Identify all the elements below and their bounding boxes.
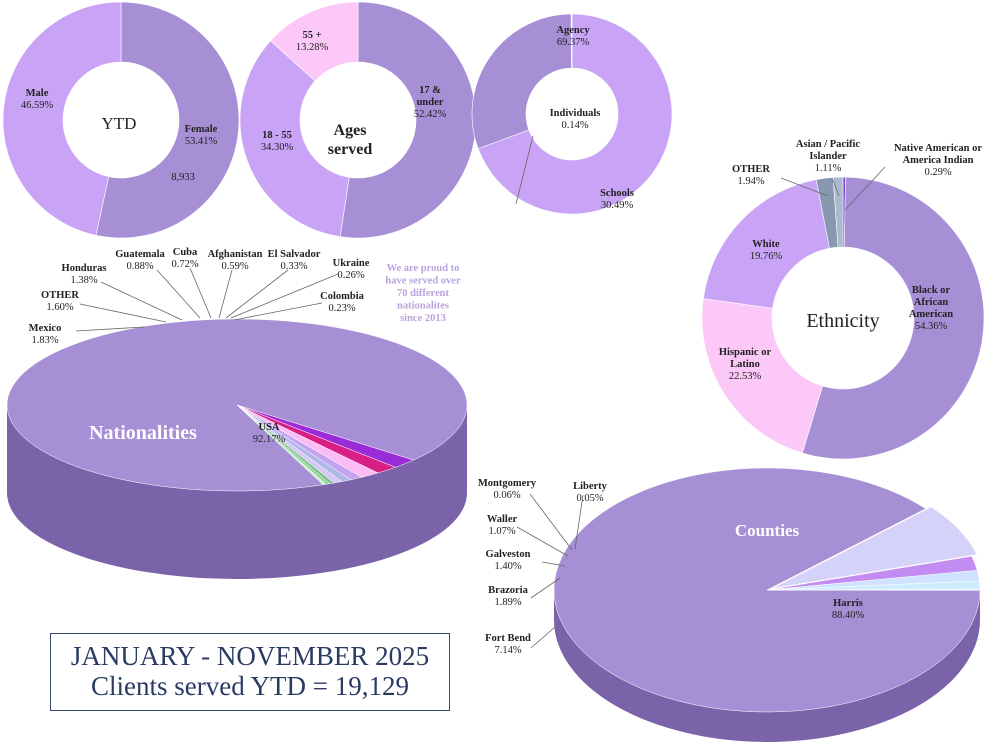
summary-clients-total: Clients served YTD = 19,129	[91, 671, 409, 701]
ages-donut-center-label: Ages served	[328, 122, 373, 158]
nationalities-center-label: Nationalities	[89, 422, 197, 444]
label-galveston: Galveston 1.40%	[486, 549, 531, 572]
leader-asian	[832, 179, 840, 197]
label-afghanistan: Afghanistan 0.59%	[208, 249, 263, 272]
leader-fort-bend	[530, 626, 556, 649]
label-male: Male 46.59%	[21, 88, 54, 111]
slice-hispanic-or-latino	[701, 298, 823, 454]
label-55-plus: 55 +13.28%	[296, 30, 329, 53]
leader-cuba	[189, 267, 212, 319]
label-schools: Schools 30.49%	[600, 188, 634, 211]
label-honduras: Honduras 1.38%	[62, 263, 107, 286]
label-hispanic-latino: Hispanic or Latino 22.53%	[719, 347, 772, 382]
proud-nationalities-note: We are proud to have served over 70 differ…	[385, 263, 461, 324]
leader-native-american	[844, 166, 886, 211]
leader-montgomery	[529, 493, 573, 551]
label-agency: Agency 69.37%	[556, 25, 590, 48]
label-individuals: Individuals 0.14%	[550, 108, 601, 131]
client-type-donut	[471, 13, 673, 215]
label-harris: Harris 88.40%	[832, 598, 865, 621]
label-mexico: Mexico 1.83%	[29, 323, 62, 346]
slice-male	[2, 1, 122, 236]
slice-individuals	[570, 13, 573, 69]
nationalities-3d-pie	[6, 318, 468, 579]
label-usa: USA 92.17%	[253, 422, 286, 445]
label-liberty: Liberty 0.05%	[573, 481, 608, 504]
label-waller: Waller 1.07%	[487, 514, 518, 537]
leader-galveston	[541, 561, 566, 567]
label-female: Female 53.41%	[185, 124, 218, 147]
leader-ukraine	[230, 273, 339, 319]
counties-3d-pie	[553, 467, 981, 742]
pie-side-wall	[7, 405, 467, 579]
ethnicity-donut	[701, 176, 985, 460]
label-brazoria: Brazoria 1.89%	[488, 585, 528, 608]
label-montgomery: Montgomery 0.06%	[478, 478, 537, 501]
label-black-african-american: Black or African American 54.36%	[909, 285, 953, 332]
ethnicity-donut-center-label: Ethnicity	[806, 310, 879, 332]
summary-period: JANUARY - NOVEMBER 2025	[70, 641, 430, 671]
slice-agency	[477, 13, 673, 215]
label-ukraine: Ukraine 0.26%	[333, 258, 370, 281]
leader-waller	[516, 526, 569, 557]
slice-17-under	[339, 1, 477, 239]
slice-schools	[471, 13, 572, 150]
label-guatemala: Guatemala 0.88%	[115, 249, 165, 272]
leader-honduras	[100, 281, 183, 321]
leader-other-ethnicity	[780, 177, 829, 197]
label-white: White 19.76%	[750, 239, 783, 262]
label-cuba: Cuba 0.72%	[171, 247, 198, 270]
leader-liberty	[574, 494, 584, 550]
slice-55	[270, 1, 359, 82]
leader-other-nationality	[79, 303, 167, 323]
label-fort-bend: Fort Bend 7.14%	[485, 633, 531, 656]
label-17-under: 17 & under 52.42%	[414, 85, 447, 120]
slice-18-55	[239, 40, 350, 237]
slice-colombia	[236, 404, 327, 486]
gender-total-annotation: 8,933	[171, 172, 195, 183]
leader-mexico	[75, 326, 145, 332]
leader-afghanistan	[218, 269, 233, 319]
label-asian-pacific: Asian / Pacific Islander 1.11%	[796, 139, 860, 174]
label-other-nationality: OTHER 1.60%	[41, 290, 79, 313]
ages-donut	[239, 1, 477, 239]
label-native-american: Native American or America Indian 0.29%	[894, 143, 982, 178]
gender-donut	[2, 1, 240, 239]
label-el-salvador: El Salvador 0.33%	[268, 249, 321, 272]
slice-liberty	[766, 589, 981, 591]
label-18-55: 18 - 55 34.30%	[261, 130, 294, 153]
leader-guatemala	[156, 269, 201, 319]
counties-center-label: Counties	[735, 521, 800, 540]
leader-brazoria	[530, 577, 561, 599]
leader-colombia	[233, 302, 323, 321]
label-other-ethnicity: OTHER 1.94%	[732, 164, 770, 187]
gender-donut-center-label: YTD	[102, 114, 137, 133]
leader-el-salvador	[225, 269, 289, 319]
slice-fort-bend	[772, 506, 978, 589]
slice-white	[702, 179, 830, 309]
label-colombia: Colombia 0.23%	[320, 291, 365, 314]
slice-asian-pacific-islander	[832, 176, 844, 248]
pie-side-wall	[554, 590, 980, 742]
summary-box: JANUARY - NOVEMBER 2025 Clients served Y…	[50, 633, 450, 711]
leader-individuals	[515, 135, 534, 205]
slice-black-or-african-american	[801, 176, 985, 460]
slice-harris	[553, 467, 981, 713]
